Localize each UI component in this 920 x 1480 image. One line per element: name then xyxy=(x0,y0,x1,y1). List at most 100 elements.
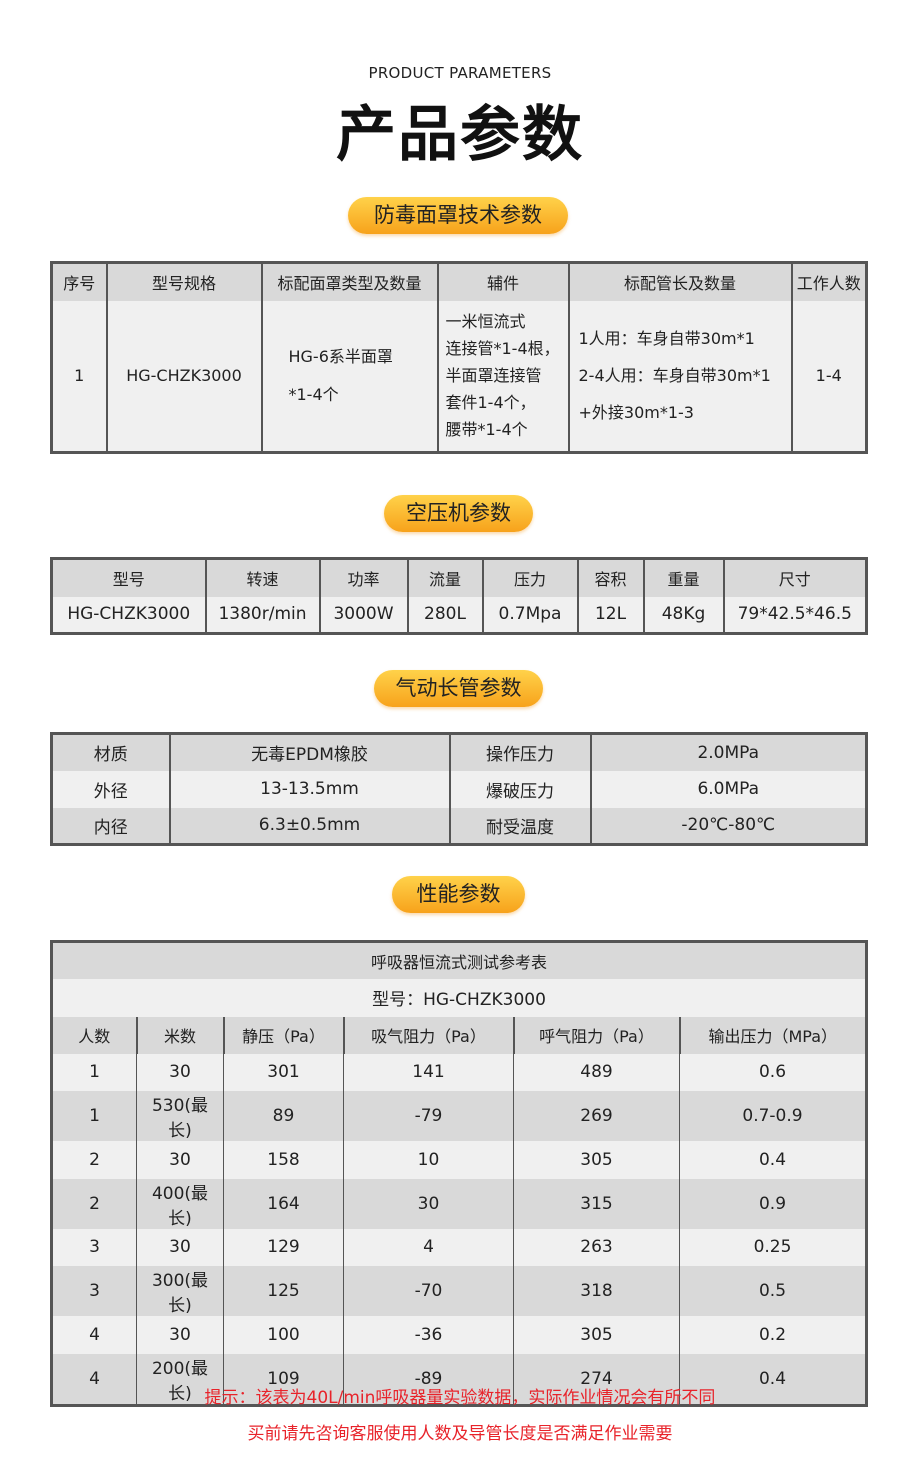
table-cell: 164 xyxy=(223,1178,344,1229)
table-cell: 10 xyxy=(343,1141,514,1179)
column-header: 人数 xyxy=(50,1016,138,1054)
column-header: 呼气阻力（Pa） xyxy=(512,1016,681,1054)
row-label: 内径 xyxy=(50,807,171,845)
table-cell: 305 xyxy=(513,1316,680,1354)
table-cell: 0.2 xyxy=(679,1316,867,1354)
table-row: 2 30 158 10 305 0.4 xyxy=(51,1141,867,1179)
table-row: 3 300(最长) 125 -70 318 0.5 xyxy=(51,1266,867,1316)
perf-title: 呼吸器恒流式测试参考表 xyxy=(51,941,867,979)
column-header: 辅件 xyxy=(436,262,570,301)
column-header: 容积 xyxy=(576,558,645,597)
table-cell: 530(最长) xyxy=(136,1091,224,1141)
table-cell: 129 xyxy=(223,1228,344,1266)
row-label: 外径 xyxy=(50,770,171,808)
column-header: 流量 xyxy=(406,558,484,597)
table-row: 材质 无毒EPDM橡胶 操作压力 2.0MPa xyxy=(50,733,868,771)
table-cell: 315 xyxy=(513,1178,680,1229)
table-cell: -70 xyxy=(343,1266,514,1316)
section-title-hose: 气动长管参数 xyxy=(374,670,543,707)
table-cell: 2 xyxy=(51,1178,137,1229)
section-title-mask: 防毒面罩技术参数 xyxy=(348,197,568,234)
column-header: 米数 xyxy=(135,1016,225,1054)
mask-params-table: 序号 型号规格 标配面罩类型及数量 辅件 标配管长及数量 工作人数 1 HG-CHZK30… xyxy=(50,261,868,454)
table-cell: -36 xyxy=(343,1316,514,1354)
cell-workers: 1-4 xyxy=(790,300,868,453)
table-cell: 0.6 xyxy=(679,1053,867,1091)
table-cell: 2.0MPa xyxy=(589,733,868,771)
table-cell: 89 xyxy=(223,1091,344,1141)
table-cell: 13-13.5mm xyxy=(168,770,451,808)
column-header: 工作人数 xyxy=(790,262,868,301)
table-cell: 79*42.5*46.5 xyxy=(722,596,868,634)
compressor-table: 型号 转速 功率 流量 压力 容积 重量 尺寸 HG-CHZK3000 1380r/min 300… xyxy=(50,557,868,635)
table-cell: 141 xyxy=(343,1053,514,1091)
column-header: 吸气阻力（Pa） xyxy=(342,1016,515,1054)
table-cell: 0.25 xyxy=(679,1228,867,1266)
row-label: 耐受温度 xyxy=(448,807,592,845)
table-cell: -79 xyxy=(343,1091,514,1141)
table-row: 2 400(最长) 164 30 315 0.9 xyxy=(51,1178,867,1229)
cell-accessories: 一米恒流式 连接管*1-4根， 半面罩连接管 套件1-4个， 腰带*1-4个 xyxy=(436,300,570,453)
table-cell: 12L xyxy=(576,596,645,634)
table-cell: 3000W xyxy=(318,596,409,634)
table-row: 外径 13-13.5mm 爆破压力 6.0MPa xyxy=(50,770,868,808)
table-cell: 109 xyxy=(223,1353,344,1405)
table-cell: 263 xyxy=(513,1228,680,1266)
page-title: 产品参数 xyxy=(336,100,584,170)
table-cell: 6.0MPa xyxy=(589,770,868,808)
row-label: 操作压力 xyxy=(448,733,592,771)
table-cell: 0.4 xyxy=(679,1141,867,1179)
table-cell: 318 xyxy=(513,1266,680,1316)
table-cell: 269 xyxy=(513,1091,680,1141)
table-cell: 305 xyxy=(513,1141,680,1179)
column-header: 型号 xyxy=(50,558,207,597)
table-row: 1 530(最长) 89 -79 269 0.7-0.9 xyxy=(51,1091,867,1141)
column-header: 尺寸 xyxy=(722,558,868,597)
table-row: 1 30 301 141 489 0.6 xyxy=(51,1053,867,1091)
column-header: 静压（Pa） xyxy=(222,1016,345,1054)
table-cell: 1 xyxy=(51,1053,137,1091)
table-cell: -89 xyxy=(343,1353,514,1405)
table-cell: 4 xyxy=(343,1228,514,1266)
table-cell: 125 xyxy=(223,1266,344,1316)
table-cell: 158 xyxy=(223,1141,344,1179)
row-label: 材质 xyxy=(50,733,171,771)
page-subtitle: PRODUCT PARAMETERS xyxy=(368,64,552,82)
table-cell: 0.7-0.9 xyxy=(679,1091,867,1141)
table-cell: 0.4 xyxy=(679,1353,867,1405)
table-cell: 6.3±0.5mm xyxy=(168,807,451,845)
section-title-compressor: 空压机参数 xyxy=(384,495,533,532)
table-cell: 4 xyxy=(51,1316,137,1354)
table-cell: 0.9 xyxy=(679,1178,867,1229)
table-cell: 400(最长) xyxy=(136,1178,224,1229)
column-header: 标配面罩类型及数量 xyxy=(260,262,439,301)
note-1: 提示：该表为40L/min呼吸器量实验数据，实际作业情况会有所不同 xyxy=(204,1388,716,1408)
table-cell: 301 xyxy=(223,1053,344,1091)
table-row: 内径 6.3±0.5mm 耐受温度 -20℃-80℃ xyxy=(50,807,868,845)
header-row: 人数 米数 静压（Pa） 吸气阻力（Pa） 呼气阻力（Pa） 输出压力（MPa） xyxy=(50,1016,868,1054)
table-cell: 1380r/min xyxy=(204,596,321,634)
table-cell: -20℃-80℃ xyxy=(589,807,868,845)
column-header: 标配管长及数量 xyxy=(567,262,793,301)
table-row: 4 30 100 -36 305 0.2 xyxy=(51,1316,867,1354)
table-cell: 30 xyxy=(343,1178,514,1229)
table-cell: 无毒EPDM橡胶 xyxy=(168,733,451,771)
performance-table: 呼吸器恒流式测试参考表 型号：HG-CHZK3000 人数 米数 静压（Pa） 吸气阻… xyxy=(50,940,868,1407)
cell-no: 1 xyxy=(50,300,108,453)
table-cell: 4 xyxy=(51,1353,137,1405)
section-title-performance: 性能参数 xyxy=(392,876,525,913)
table-cell: 2 xyxy=(51,1141,137,1179)
table-cell: 30 xyxy=(136,1053,224,1091)
column-header: 序号 xyxy=(50,262,108,301)
table-cell: 280L xyxy=(406,596,484,634)
column-header: 输出压力（MPa） xyxy=(678,1016,868,1054)
table-cell: 30 xyxy=(136,1228,224,1266)
table-cell: 3 xyxy=(51,1228,137,1266)
table-cell: 48Kg xyxy=(642,596,725,634)
table-cell: 30 xyxy=(136,1141,224,1179)
column-header: 功率 xyxy=(318,558,409,597)
table-cell: 100 xyxy=(223,1316,344,1354)
column-header: 型号规格 xyxy=(105,262,263,301)
row-label: 爆破压力 xyxy=(448,770,592,808)
note-2: 买前请先咨询客服使用人数及导管长度是否满足作业需要 xyxy=(247,1424,673,1444)
